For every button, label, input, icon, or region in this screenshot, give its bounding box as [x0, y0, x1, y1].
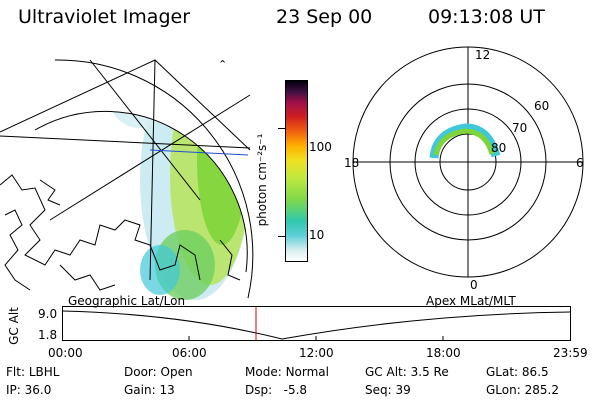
- time-tick-18: 18:00: [426, 346, 461, 360]
- north-indicator-icon: ⌃: [218, 58, 227, 71]
- colorbar-gradient: [285, 80, 308, 262]
- colorbar-tick-100: 100: [309, 140, 332, 154]
- altitude-ytick-high: 9.0: [38, 307, 58, 321]
- mlt-label-18: 18: [344, 156, 359, 170]
- altitude-ytick-low: 1.8: [38, 328, 58, 342]
- status-gain: Gain: 13: [124, 383, 175, 397]
- status-door: Door: Open: [124, 365, 193, 379]
- status-gc-alt: GC Alt: 3.5 Re: [365, 365, 449, 379]
- geo-panel-label: Geographic Lat/Lon: [68, 294, 186, 308]
- time-tick-00: 00:00: [48, 346, 83, 360]
- mlt-label-0: 0: [470, 278, 478, 292]
- instrument-title: Ultraviolet Imager: [18, 6, 191, 28]
- status-glat: GLat: 86.5: [486, 365, 549, 379]
- status-mode: Mode: Normal: [245, 365, 329, 379]
- time-text: 09:13:08 UT: [428, 6, 545, 28]
- altitude-timeline-plot: [62, 306, 571, 341]
- polar-mlat-mlt-plot: 12 18 6 0 60 70 80: [344, 46, 584, 292]
- mlt-label-12: 12: [475, 48, 490, 62]
- time-tick-12: 12:00: [299, 346, 334, 360]
- colorbar-unit-label: photon cm⁻²s⁻¹: [255, 133, 269, 227]
- time-tick-2359: 23:59: [553, 346, 588, 360]
- status-glon: GLon: 285.2: [486, 383, 559, 397]
- date-text: 23 Sep 00: [276, 6, 373, 28]
- lat-label-60: 60: [534, 99, 549, 113]
- mlt-label-6: 6: [576, 156, 584, 170]
- polar-panel-label: Apex MLat/MLT: [426, 294, 516, 308]
- colorbar-tick-mark-100: [278, 128, 285, 129]
- status-ip: IP: 36.0: [6, 383, 52, 397]
- lat-label-80: 80: [491, 141, 506, 155]
- aurora-emission-image: [110, 111, 248, 300]
- status-dsp: Dsp: -5.8: [245, 383, 308, 397]
- colorbar-tick-10: 10: [309, 228, 325, 242]
- geographic-image-panel: ⌃: [0, 58, 254, 300]
- colorbar-tick-mark-10: [278, 236, 285, 237]
- lat-label-70: 70: [512, 121, 527, 135]
- time-tick-06: 06:00: [172, 346, 207, 360]
- altitude-axis-label: GC Alt: [7, 307, 21, 345]
- status-seq: Seq: 39: [365, 383, 411, 397]
- status-filter: Flt: LBHL: [6, 365, 60, 379]
